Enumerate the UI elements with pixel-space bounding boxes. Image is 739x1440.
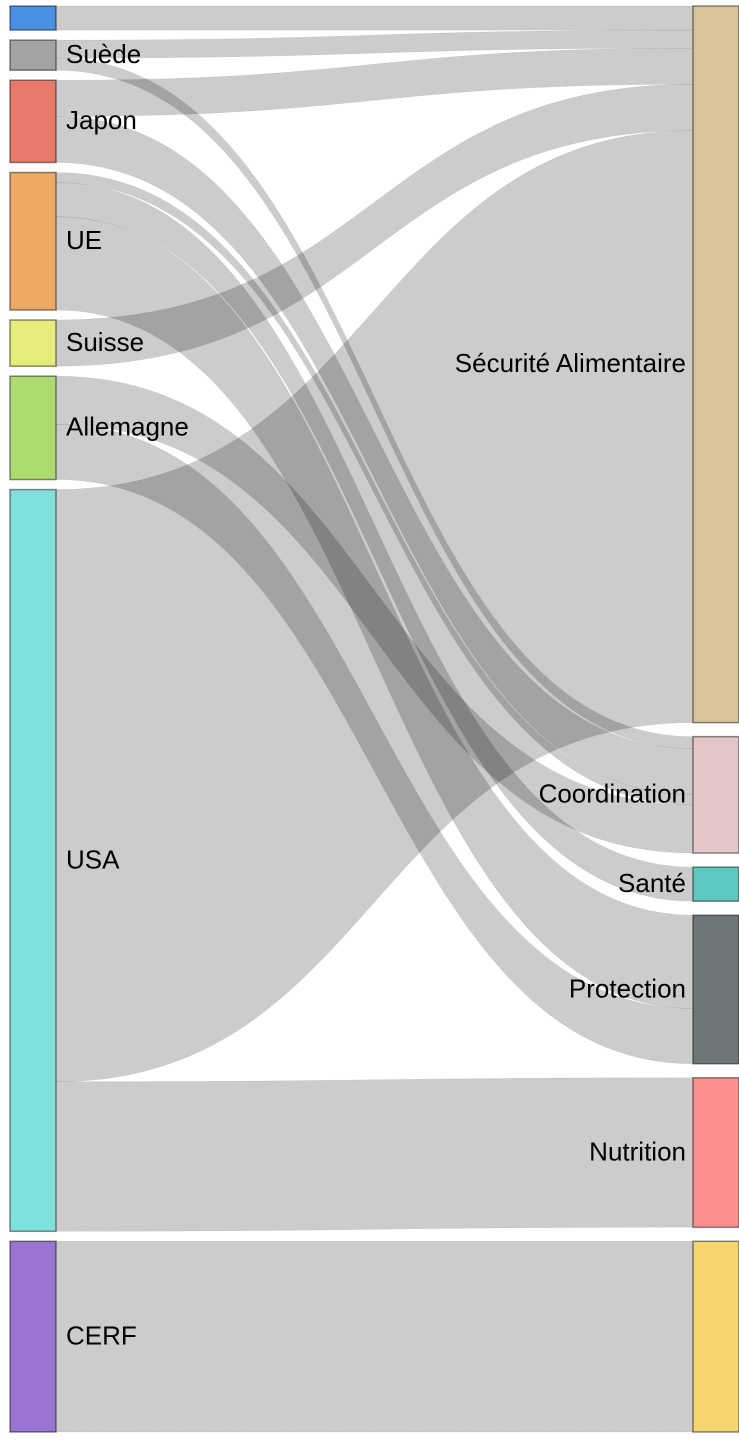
link [55, 375, 694, 854]
node [9, 375, 57, 481]
node [9, 488, 57, 1233]
node-label: Suisse [66, 327, 144, 357]
node-label: Sécurité Alimentaire [455, 348, 686, 378]
link [55, 424, 694, 1065]
node [692, 866, 739, 902]
node-label: Japon [66, 105, 137, 135]
node-label: Coordination [539, 779, 686, 809]
node [692, 5, 739, 724]
node-label: Santé [618, 868, 686, 898]
node [692, 735, 739, 854]
node-label: USA [66, 844, 120, 874]
node-label: CERF [66, 1321, 137, 1351]
links [55, 5, 694, 1433]
node-label: Protection [569, 973, 686, 1003]
node [9, 5, 57, 31]
link [55, 1241, 694, 1433]
node [9, 171, 57, 311]
node [692, 1240, 739, 1433]
node-label: Suède [66, 39, 141, 69]
node [9, 1240, 57, 1433]
node [9, 319, 57, 367]
node-label: Allemagne [66, 412, 189, 442]
link [55, 182, 694, 902]
node-label: Nutrition [589, 1136, 686, 1166]
node [9, 79, 57, 164]
node [692, 1076, 739, 1229]
link [55, 130, 694, 1083]
node-label: UE [66, 225, 102, 255]
node [692, 914, 739, 1065]
link [55, 5, 694, 31]
node [9, 39, 57, 71]
